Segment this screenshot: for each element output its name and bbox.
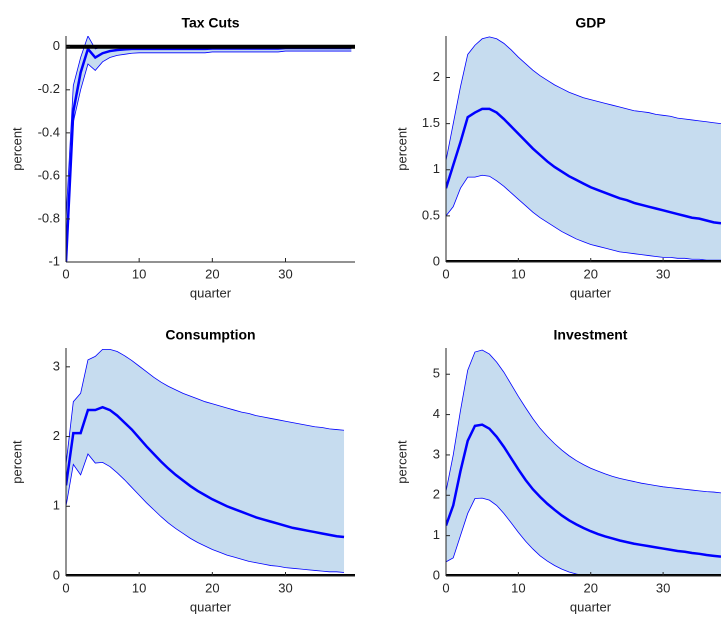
y-tick-label: 1 [433,527,440,542]
x-axis-label: quarter [190,599,232,614]
x-tick-label: 10 [511,580,525,595]
confidence-band [446,36,721,261]
y-tick-label: -0.6 [38,167,60,182]
chart-title: Consumption [165,327,255,343]
y-tick-label: 1 [53,498,60,513]
confidence-band [66,349,345,573]
x-tick-label: 10 [132,580,146,595]
y-tick-label: 2 [53,428,60,443]
y-tick-label: 2 [433,69,440,84]
y-tick-label: 0 [53,38,60,53]
y-tick-label: 0 [433,567,440,582]
y-tick-label: 3 [53,358,60,373]
y-tick-label: 0.5 [422,207,440,222]
y-tick-label: 2 [433,487,440,502]
plot-area [446,349,721,576]
median-line [66,405,345,539]
x-tick-label: 0 [62,580,69,595]
x-tick-label: 20 [584,580,598,595]
x-tick-label: 0 [442,266,449,281]
y-axis-label: percent [9,127,24,171]
x-tick-label: 0 [62,266,69,281]
y-tick-label: 0 [433,253,440,268]
median-line [446,423,721,558]
band-edge [446,36,721,161]
band-edge [66,453,345,573]
y-tick-label: 1 [433,161,440,176]
chart-title: Tax Cuts [181,15,239,31]
x-tick-label: 10 [511,266,525,281]
x-tick-label: 10 [132,266,146,281]
y-tick-label: 5 [433,366,440,381]
x-tick-label: 20 [205,580,219,595]
plot-area [446,36,721,262]
chart-title: Investment [554,327,628,343]
band-edge [66,36,352,219]
band-edge [446,174,721,261]
median-line [66,46,352,262]
x-axis-label: quarter [570,599,612,614]
confidence-band [66,36,352,262]
x-axis-label: quarter [570,285,612,300]
band-edge [66,348,345,465]
x-tick-label: 30 [656,266,670,281]
x-tick-label: 0 [442,580,449,595]
confidence-band [446,350,721,576]
y-axis-label: percent [9,440,24,484]
y-axis-label: percent [394,440,409,484]
chart-title: GDP [575,15,605,31]
median-line [446,107,721,225]
y-tick-label: -0.4 [38,124,60,139]
x-tick-label: 30 [278,580,292,595]
x-axis-label: quarter [190,285,232,300]
x-tick-label: 20 [584,266,598,281]
y-tick-label: -0.2 [38,81,60,96]
x-tick-label: 20 [205,266,219,281]
band-edge [66,50,352,262]
y-tick-label: 1.5 [422,115,440,130]
y-tick-label: -1 [48,253,60,268]
x-tick-label: 30 [278,266,292,281]
y-tick-label: 3 [433,446,440,461]
plot-area [66,348,355,576]
y-tick-label: 0 [53,567,60,582]
x-tick-label: 30 [656,580,670,595]
y-axis-label: percent [394,127,409,171]
y-tick-label: 4 [433,406,440,421]
y-tick-label: -0.8 [38,210,60,225]
band-edge [446,349,721,494]
plot-area [66,36,355,262]
